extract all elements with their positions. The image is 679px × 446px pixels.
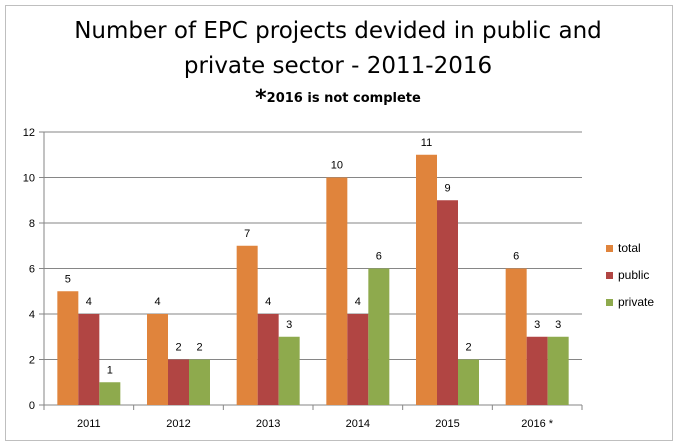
data-label: 6 xyxy=(376,251,382,263)
data-label: 4 xyxy=(86,296,92,308)
data-label: 2 xyxy=(465,342,471,354)
bar-total xyxy=(147,314,168,405)
data-label: 7 xyxy=(244,228,250,240)
x-tick-label: 2016 * xyxy=(521,418,554,430)
data-label: 11 xyxy=(421,137,432,149)
bar-public xyxy=(526,336,548,405)
data-label: 4 xyxy=(265,296,271,308)
x-tick-label: 2013 xyxy=(256,418,280,430)
legend-swatch xyxy=(606,299,613,306)
bar-private xyxy=(278,336,300,405)
chart-title-line-2: private sector - 2011-2016 xyxy=(183,53,493,79)
data-label: 10 xyxy=(331,160,343,172)
bar-total xyxy=(236,245,258,405)
legend-label: private xyxy=(618,295,654,309)
y-tick-label: 12 xyxy=(23,127,35,139)
data-label: 2 xyxy=(196,342,202,354)
legend-swatch xyxy=(606,245,613,252)
bar-private xyxy=(458,359,479,405)
data-label: 9 xyxy=(444,182,450,194)
x-tick-label: 2014 xyxy=(346,418,370,430)
bar-total xyxy=(416,154,437,405)
y-tick-label: 2 xyxy=(29,355,35,367)
bar-public xyxy=(437,200,458,405)
chart-subtitle: *2016 is not complete xyxy=(0,86,676,111)
legend-swatch xyxy=(606,272,613,279)
y-tick-label: 10 xyxy=(23,173,35,185)
data-label: 2 xyxy=(175,342,181,354)
data-label: 3 xyxy=(555,319,561,331)
bar-public xyxy=(257,314,279,405)
bar-public xyxy=(347,314,369,405)
data-label: 3 xyxy=(534,319,540,331)
data-label: 4 xyxy=(355,296,361,308)
bar-total xyxy=(326,177,348,405)
bar-public xyxy=(78,314,100,405)
y-tick-label: 8 xyxy=(29,218,35,230)
bar-total xyxy=(57,291,79,405)
chart-title: Number of EPC projects devided in public… xyxy=(0,14,676,84)
bar-private xyxy=(547,336,569,405)
subtitle-asterisk: * xyxy=(255,86,267,111)
bar-total xyxy=(505,268,527,405)
data-label: 1 xyxy=(107,364,113,376)
data-label: 5 xyxy=(65,273,71,285)
data-label: 6 xyxy=(513,251,519,263)
data-label: 4 xyxy=(154,296,160,308)
y-tick-label: 6 xyxy=(29,264,35,276)
x-tick-label: 2015 xyxy=(435,418,459,430)
x-tick-label: 2012 xyxy=(166,418,190,430)
data-label: 3 xyxy=(286,319,292,331)
chart-title-line-1: Number of EPC projects devided in public… xyxy=(74,18,602,44)
bar-private xyxy=(189,359,210,405)
bar-private xyxy=(99,382,121,405)
legend-label: total xyxy=(618,241,641,255)
bar-public xyxy=(168,359,189,405)
subtitle-note: 2016 is not complete xyxy=(266,91,421,106)
y-tick-label: 4 xyxy=(29,309,35,321)
bar-private xyxy=(368,268,390,405)
legend-label: public xyxy=(618,268,649,282)
y-tick-label: 0 xyxy=(29,400,35,412)
x-tick-label: 2011 xyxy=(77,418,101,430)
